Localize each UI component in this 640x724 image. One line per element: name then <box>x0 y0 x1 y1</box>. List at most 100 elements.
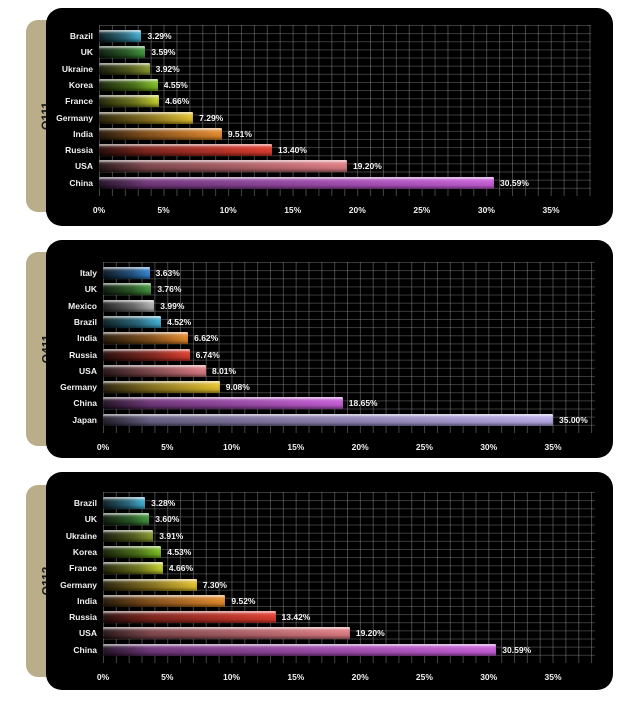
bar <box>103 381 220 394</box>
x-tick-label: 15% <box>287 672 305 682</box>
value-label: 4.55% <box>163 79 188 90</box>
x-tick-label: 0% <box>96 442 110 452</box>
bar <box>99 62 150 75</box>
value-label: 6.74% <box>195 349 220 360</box>
bar <box>103 513 150 526</box>
category-label: Japan <box>72 414 97 425</box>
value-label: 3.92% <box>155 63 180 74</box>
bar <box>103 267 150 279</box>
bar <box>103 283 152 296</box>
chart-panel: Italy 3.63% UK 3.76% Mexico 3.99% Brazil 4.52% I… <box>46 240 613 458</box>
value-label: 9.52% <box>231 595 256 606</box>
value-label: 4.52% <box>167 316 192 327</box>
category-label: Germany <box>60 382 97 393</box>
value-label: 18.65% <box>348 398 378 409</box>
category-label: Ukraine <box>65 530 97 541</box>
bar <box>103 332 189 345</box>
bar <box>103 545 162 558</box>
category-label: China <box>73 644 97 655</box>
bar <box>99 30 142 42</box>
bar <box>103 348 190 361</box>
x-tick-label: 20% <box>351 442 369 452</box>
value-label: 4.66% <box>165 96 190 107</box>
x-tick-label: 30% <box>480 672 498 682</box>
bar <box>103 594 226 607</box>
category-label: China <box>73 398 97 409</box>
category-label: China <box>69 177 93 188</box>
value-label: 8.01% <box>211 365 237 376</box>
value-label: 19.20% <box>352 161 382 172</box>
value-label: 3.99% <box>160 300 185 311</box>
x-tick-label: 10% <box>223 672 241 682</box>
category-label: Brazil <box>73 316 97 327</box>
bar <box>99 127 222 140</box>
x-tick-label: 25% <box>413 205 431 215</box>
category-label: Russia <box>69 349 97 360</box>
x-tick-label: 30% <box>477 205 495 215</box>
value-label: 9.08% <box>225 382 250 393</box>
bar <box>103 529 154 542</box>
category-label: Russia <box>65 145 93 156</box>
value-label: 30.59% <box>502 644 532 655</box>
category-label: Korea <box>72 546 97 557</box>
category-label: India <box>73 128 93 139</box>
bar <box>99 176 495 189</box>
bar <box>99 95 160 108</box>
value-label: 3.28% <box>151 498 176 508</box>
x-tick-label: 5% <box>161 442 174 452</box>
x-tick-label: 10% <box>223 442 241 452</box>
category-label: USA <box>75 161 93 172</box>
bar <box>103 562 163 575</box>
category-label: France <box>65 96 93 107</box>
value-label: 3.29% <box>147 31 172 41</box>
x-tick-label: 30% <box>480 442 498 452</box>
category-label: Mexico <box>68 300 97 311</box>
category-label: Ukraine <box>61 63 93 74</box>
chart-panel: Brazil 3.28% UK 3.60% Ukraine 3.91% Korea 4.53%… <box>46 472 613 690</box>
category-label: France <box>69 563 97 574</box>
category-label: Germany <box>56 112 93 123</box>
category-label: USA <box>79 365 97 376</box>
value-label: 35.00% <box>559 414 588 425</box>
value-label: 13.40% <box>278 145 307 156</box>
value-label: 30.59% <box>500 177 529 188</box>
category-label: Korea <box>68 79 93 90</box>
x-tick-label: 5% <box>161 672 174 682</box>
x-tick-label: 35% <box>542 205 560 215</box>
x-tick-label: 10% <box>219 205 237 215</box>
bar <box>103 364 206 377</box>
bar <box>103 497 146 509</box>
value-label: 7.29% <box>199 112 224 123</box>
category-label: Russia <box>69 612 97 623</box>
bar <box>103 611 276 624</box>
x-tick-label: 15% <box>287 442 305 452</box>
bar <box>103 627 350 640</box>
category-label: UK <box>84 514 97 525</box>
value-label: 3.60% <box>155 514 180 525</box>
bar <box>103 299 155 312</box>
value-label: 3.59% <box>151 47 176 58</box>
x-tick-label: 35% <box>544 672 562 682</box>
value-label: 7.30% <box>202 579 227 590</box>
category-label: India <box>77 333 97 344</box>
x-tick-label: 20% <box>351 672 369 682</box>
category-label: Italy <box>79 268 97 278</box>
value-label: 4.53% <box>167 546 192 557</box>
bar <box>103 643 497 656</box>
x-tick-label: 25% <box>415 442 433 452</box>
bar <box>99 78 158 91</box>
bar <box>103 413 553 426</box>
category-label: Germany <box>60 579 97 590</box>
value-label: 9.51% <box>227 128 252 139</box>
x-tick-label: 0% <box>92 205 106 215</box>
value-label: 13.42% <box>281 612 311 623</box>
value-label: 3.63% <box>155 268 180 278</box>
chart-panel: Brazil 3.29% UK 3.59% Ukraine 3.92% Korea 4.55%… <box>46 8 613 226</box>
x-tick-label: 5% <box>157 205 170 215</box>
bar <box>99 111 194 124</box>
x-tick-label: 25% <box>415 672 433 682</box>
category-label: Brazil <box>69 31 93 41</box>
value-label: 3.76% <box>157 284 182 295</box>
bar <box>103 315 162 328</box>
category-label: UK <box>80 47 93 58</box>
